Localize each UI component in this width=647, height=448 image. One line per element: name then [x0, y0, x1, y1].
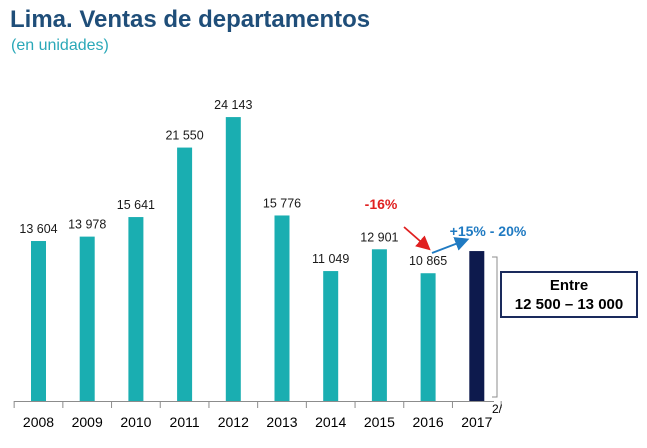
x-tick-label-2008: 2008 — [23, 414, 54, 430]
bar-2014 — [323, 271, 339, 401]
growth-arrow — [431, 237, 470, 254]
bar-2017 — [469, 251, 485, 401]
range-bracket — [492, 256, 498, 398]
data-label-2013: 15 776 — [263, 196, 301, 210]
bar-2009 — [79, 236, 95, 401]
bar-2012 — [225, 117, 241, 402]
x-tick-label-2009: 2009 — [72, 414, 103, 430]
footnote: 2/ — [492, 402, 503, 416]
x-tick-label-2010: 2010 — [120, 414, 151, 430]
bar-2013 — [274, 215, 290, 401]
chart-title: Lima. Ventas de departamentos — [10, 6, 371, 33]
bar-2011 — [177, 147, 193, 401]
data-label-2014: 11 049 — [312, 252, 349, 266]
x-tick-label-2015: 2015 — [364, 414, 395, 430]
bar-2015 — [371, 249, 387, 401]
x-tick-label-2016: 2016 — [413, 414, 444, 430]
data-label-2012: 24 143 — [214, 98, 252, 112]
x-tick-label-2012: 2012 — [218, 414, 249, 430]
bar-2008 — [31, 241, 46, 401]
decline-annotation: -16% — [365, 196, 398, 212]
growth-annotation: +15% - 20% — [450, 223, 527, 239]
data-label-2015: 12 901 — [360, 230, 398, 244]
x-tick-label-2011: 2011 — [170, 414, 200, 430]
chart-subtitle: (en unidades) — [11, 37, 109, 54]
data-label-2008: 13 604 — [19, 222, 57, 236]
data-label-2009: 13 978 — [68, 218, 106, 232]
bar-2016 — [420, 273, 436, 401]
bar-2010 — [128, 217, 144, 401]
decline-arrow — [403, 226, 431, 251]
projection-range-box: Entre 12 500 – 13 000 — [500, 271, 638, 318]
x-tick-label-2013: 2013 — [266, 414, 297, 430]
data-label-2010: 15 641 — [117, 198, 155, 212]
data-label-2011: 21 550 — [165, 129, 203, 143]
range-box-line1: Entre — [549, 277, 589, 294]
x-tick-label-2014: 2014 — [315, 414, 346, 430]
data-label-2016: 10 865 — [409, 254, 447, 268]
x-tick-label-2017: 2017 — [461, 414, 492, 430]
range-box-line2: 12 500 – 13 000 — [514, 296, 624, 313]
